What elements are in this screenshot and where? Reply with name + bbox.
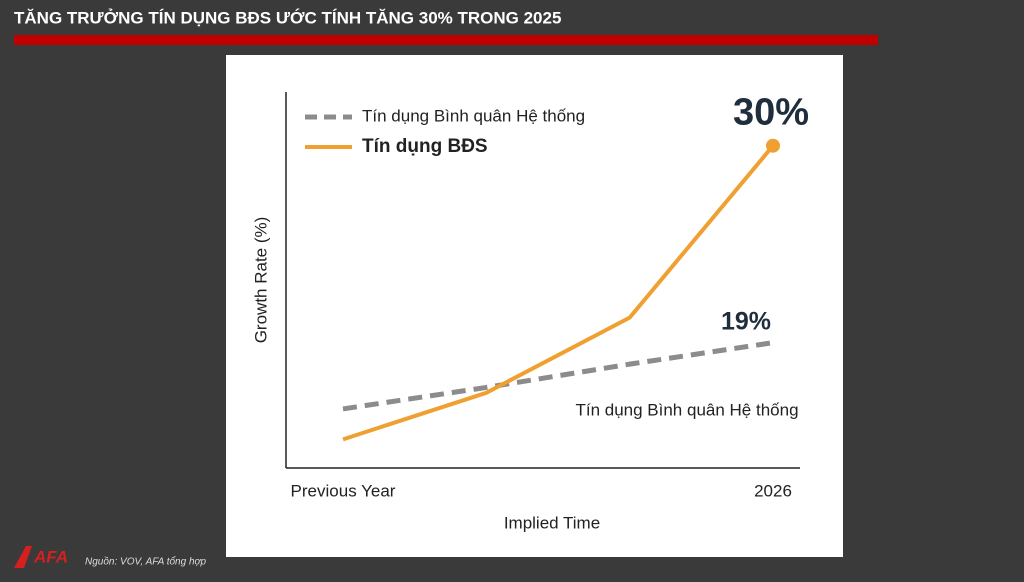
x-tick-label: 2026 xyxy=(754,481,792,500)
value-label: 30% xyxy=(733,92,809,134)
chart-panel xyxy=(226,55,843,557)
value-label: 19% xyxy=(721,307,771,335)
series-line xyxy=(342,340,774,412)
legend-label: Tín dụng Bình quân Hệ thống xyxy=(362,106,585,125)
y-axis-label: Growth Rate (%) xyxy=(251,217,270,344)
logo: AFA xyxy=(33,547,68,566)
x-tick-label: Previous Year xyxy=(291,481,396,500)
series-annotation: Tín dụng Bình quân Hệ thống xyxy=(575,400,798,419)
x-axis-label: Implied Time xyxy=(504,513,600,532)
logo-icon xyxy=(14,546,32,568)
title-bar xyxy=(14,35,878,45)
slide-title: TĂNG TRƯỞNG TÍN DỤNG BĐS ƯỚC TÍNH TĂNG 3… xyxy=(14,8,561,27)
legend-label: Tín dụng BĐS xyxy=(362,136,488,157)
source: Nguồn: VOV, AFA tổng hợp xyxy=(85,556,207,568)
end-marker xyxy=(766,138,780,153)
series-line xyxy=(342,144,775,442)
